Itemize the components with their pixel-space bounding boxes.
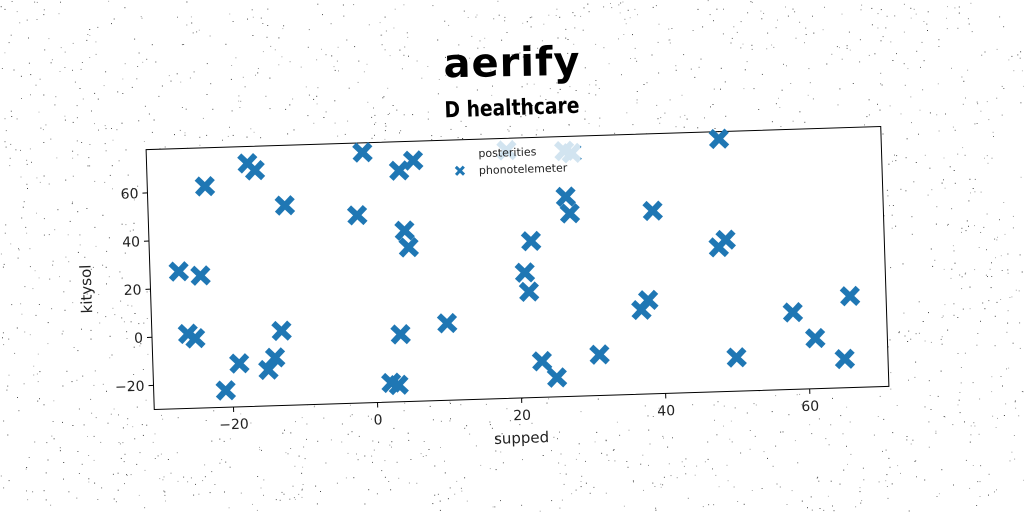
- data-point: [229, 353, 250, 374]
- data-point: [589, 344, 610, 365]
- data-point: [388, 374, 409, 396]
- y-axis-label: kitysol: [76, 264, 97, 314]
- data-point: [555, 186, 577, 207]
- data-point: [726, 347, 747, 368]
- data-point: [184, 328, 206, 349]
- data-point: [194, 176, 216, 197]
- data-point: [274, 195, 296, 216]
- legend-box: [450, 137, 582, 179]
- y-axis-ticks: −20 0 20 40 60: [115, 186, 154, 396]
- data-point: [637, 289, 659, 311]
- x-tick-label: 40: [657, 403, 675, 420]
- x-tick-label: 20: [513, 408, 531, 425]
- data-point: [642, 200, 663, 222]
- data-point: [518, 281, 540, 303]
- x-tick-label: 0: [373, 412, 382, 428]
- data-point: [271, 320, 292, 342]
- data-point: [390, 324, 411, 345]
- y-tick-label: 20: [123, 282, 141, 299]
- data-point: [514, 262, 536, 283]
- data-point: [264, 347, 286, 368]
- data-point: [834, 348, 856, 370]
- data-point: [168, 261, 190, 282]
- y-tick-label: 60: [120, 186, 138, 203]
- y-tick-label: −20: [115, 379, 145, 396]
- data-point: [215, 380, 237, 401]
- data-point: [398, 237, 420, 258]
- data-point: [346, 204, 368, 226]
- data-point: [559, 203, 581, 224]
- data-point: [436, 312, 458, 334]
- x-tick-label: −20: [219, 417, 249, 434]
- data-point: [244, 159, 266, 181]
- data-point: [531, 350, 553, 372]
- data-point: [708, 128, 730, 150]
- legend-label: posterities: [478, 145, 537, 160]
- data-point: [388, 160, 410, 181]
- data-point: [839, 285, 861, 307]
- data-point: [394, 220, 415, 241]
- data-point: [804, 327, 826, 349]
- data-point: [782, 302, 804, 323]
- y-tick-label: 40: [122, 234, 140, 251]
- legend-marker: [454, 165, 466, 176]
- x-tick-label: 60: [801, 399, 819, 416]
- data-point: [546, 367, 568, 388]
- data-point: [520, 230, 542, 252]
- data-point: [190, 265, 211, 286]
- legend-label: phonotelemeter: [479, 161, 568, 177]
- data-point: [258, 359, 279, 381]
- y-tick-label: 0: [134, 331, 143, 347]
- data-point: [715, 229, 736, 251]
- data-point: [402, 150, 424, 171]
- x-axis-ticks: −20 0 20 40 60: [219, 388, 819, 434]
- x-axis-label: supped: [493, 428, 550, 448]
- data-point: [352, 142, 373, 163]
